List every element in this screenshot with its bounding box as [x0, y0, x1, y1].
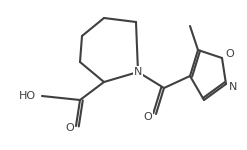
Text: HO: HO — [19, 91, 36, 101]
Text: O: O — [226, 49, 234, 59]
Text: O: O — [66, 123, 74, 133]
Text: O: O — [144, 112, 152, 122]
Text: N: N — [229, 82, 237, 92]
Text: N: N — [134, 67, 142, 77]
